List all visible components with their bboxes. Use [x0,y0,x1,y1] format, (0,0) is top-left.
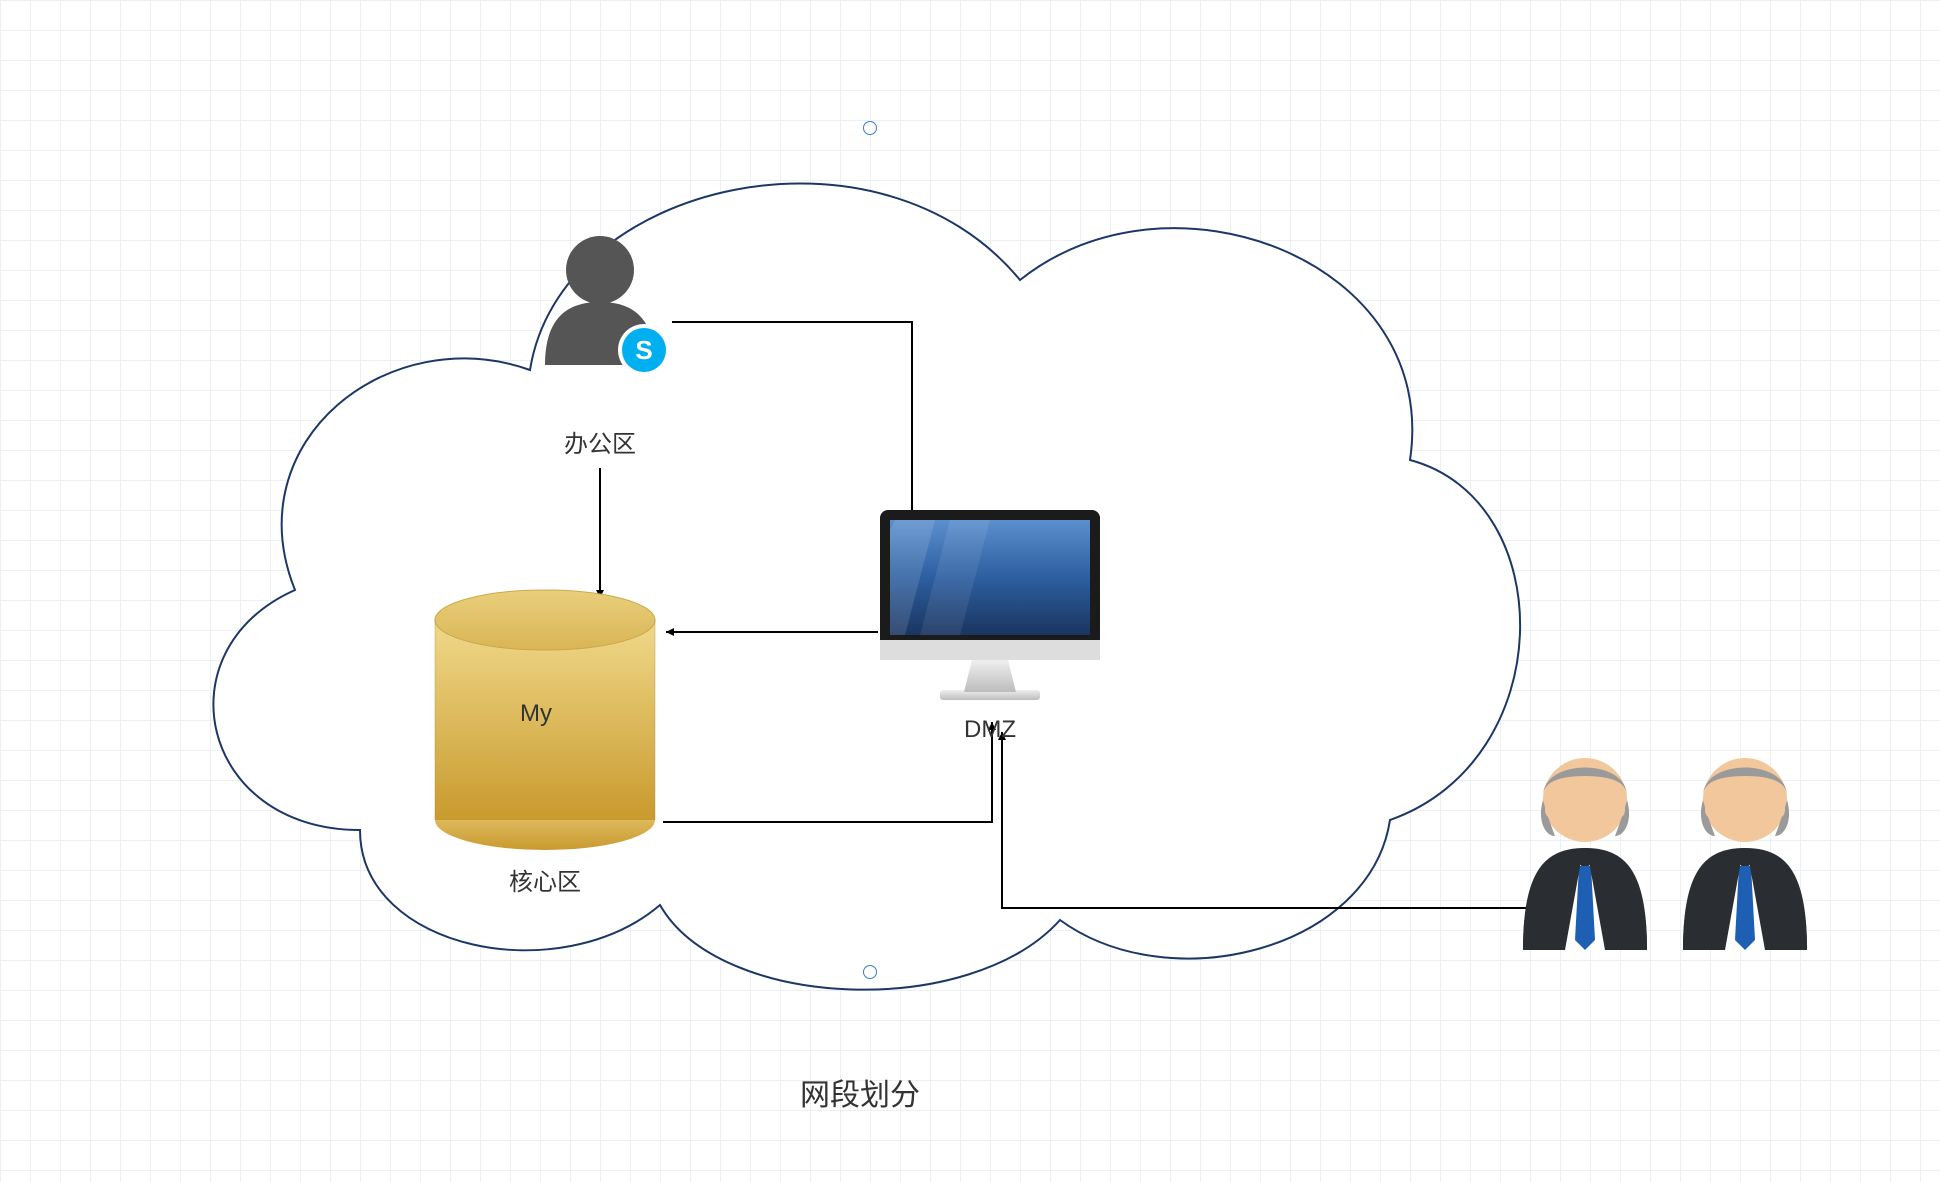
svg-text:S: S [635,335,652,365]
office-label: 办公区 [564,424,636,459]
selection-handle-top[interactable] [863,121,877,135]
cloud-shape[interactable] [213,183,1520,989]
core-label: 核心区 [509,862,581,897]
selection-handle-bottom[interactable] [863,965,877,979]
diagram-canvas[interactable]: S [0,0,1940,1182]
dmz-label: DMZ [964,716,1016,744]
database-inner-label: My [520,700,552,728]
diagram-title: 网段划分 [800,1070,920,1114]
external-users-icon [1523,758,1807,950]
diagram-svg: S [0,0,1940,1182]
